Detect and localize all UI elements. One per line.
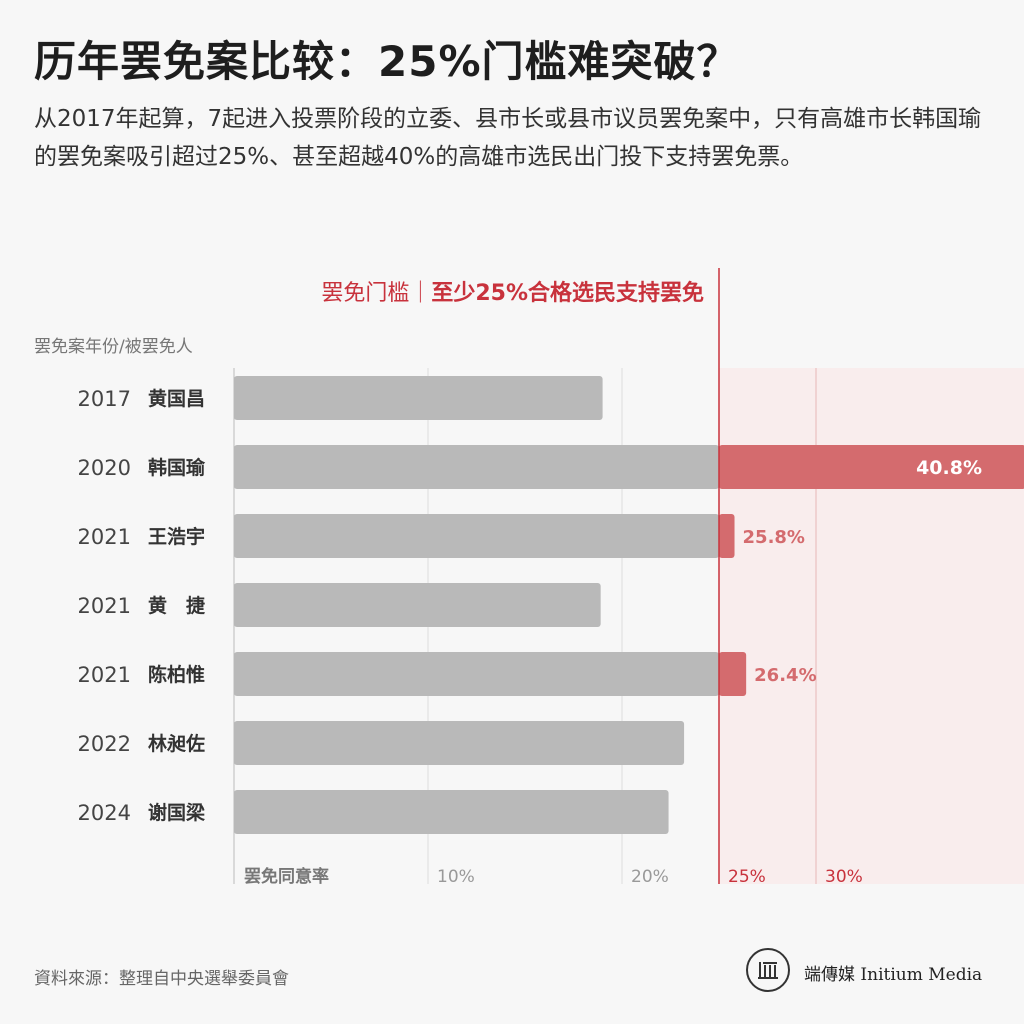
- bar: [234, 721, 685, 765]
- category-name-label: 黄 捷: [148, 594, 206, 617]
- logo-text: 端傳媒 Initium Media: [804, 965, 983, 985]
- category-year-label: 2021: [78, 594, 131, 618]
- bar-above-threshold: [719, 652, 747, 696]
- threshold-label-bold: 至少25%合格选民支持罢免: [431, 281, 704, 306]
- category-year-label: 2021: [78, 663, 131, 687]
- data-label: 40.8%: [916, 457, 982, 479]
- category-axis-title: 罢免案年份/被罢免人: [34, 337, 193, 357]
- data-label: 25.8%: [743, 527, 805, 548]
- bar: [234, 790, 669, 834]
- page-subtitle: 从2017年起算，7起进入投票阶段的立委、县市长或县市议员罢免案中，只有高雄市长…: [34, 106, 982, 170]
- x-tick-label: 10%: [437, 867, 475, 887]
- bar: [234, 514, 719, 558]
- category-name-label: 陈柏惟: [148, 663, 205, 686]
- category-year-label: 2022: [78, 732, 131, 756]
- category-year-label: 2021: [78, 525, 131, 549]
- category-year-label: 2017: [78, 387, 131, 411]
- x-tick-label: 20%: [631, 867, 669, 887]
- initium-logo: 端傳媒 Initium Media: [746, 948, 1006, 996]
- initium-logo-icon: [746, 948, 790, 992]
- threshold-label-light: 罢免门槛｜: [321, 281, 432, 306]
- bar: [234, 445, 719, 489]
- bar-above-threshold: [719, 514, 735, 558]
- bar: [234, 376, 603, 420]
- page-title: 历年罢免案比较：25%门槛难突破？: [34, 37, 740, 86]
- bar: [234, 583, 601, 627]
- bar: [234, 652, 719, 696]
- source-note: 資料來源：整理自中央選舉委員會: [34, 969, 289, 989]
- category-year-label: 2020: [78, 456, 131, 480]
- x-tick-label: 25%: [728, 867, 766, 887]
- threshold-label: 罢免门槛｜至少25%合格选民支持罢免: [321, 275, 704, 307]
- category-name-label: 谢国梁: [148, 801, 206, 824]
- x-axis-title: 罢免同意率: [244, 866, 329, 887]
- bar-above-threshold: [719, 445, 1024, 489]
- category-name-label: 王浩宇: [148, 526, 205, 548]
- x-tick-label: 30%: [825, 867, 863, 887]
- category-name-label: 林昶佐: [148, 732, 205, 755]
- category-name-label: 韩国瑜: [148, 456, 206, 479]
- category-year-label: 2024: [78, 801, 131, 825]
- data-label: 26.4%: [754, 665, 816, 686]
- category-name-label: 黄国昌: [148, 387, 205, 410]
